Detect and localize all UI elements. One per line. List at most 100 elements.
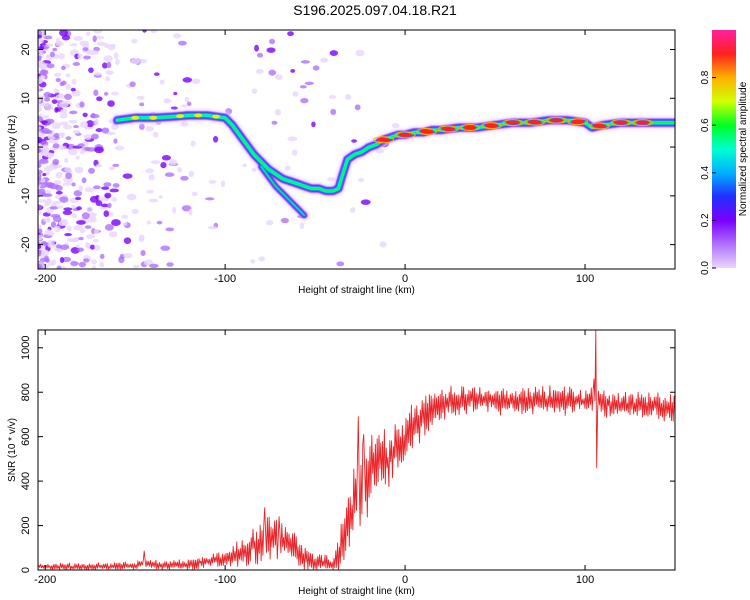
noise-speck bbox=[38, 249, 42, 257]
noise-speck bbox=[71, 78, 77, 85]
noise-speck bbox=[152, 131, 159, 138]
noise-speck bbox=[290, 69, 296, 73]
ridge-hot-spot bbox=[635, 120, 650, 125]
noise-speck bbox=[96, 96, 103, 102]
noise-speck bbox=[148, 198, 159, 203]
noise-speck bbox=[191, 191, 198, 197]
noise-speck bbox=[53, 72, 62, 77]
noise-speck bbox=[172, 33, 182, 39]
noise-speck bbox=[118, 256, 125, 264]
noise-speck bbox=[38, 45, 45, 50]
noise-speck bbox=[38, 244, 42, 250]
noise-speck bbox=[188, 209, 193, 216]
snr-xtick-label: 100 bbox=[576, 574, 594, 586]
noise-speck bbox=[148, 174, 155, 181]
noise-speck bbox=[38, 234, 43, 241]
noise-speck bbox=[51, 122, 61, 129]
noise-speck bbox=[78, 236, 84, 241]
noise-speck bbox=[93, 89, 99, 96]
noise-speck bbox=[41, 249, 46, 257]
noise-speck bbox=[93, 228, 100, 235]
ridge-hot-halo bbox=[524, 118, 546, 126]
spectrogram-ytick-label: 20 bbox=[20, 43, 32, 55]
noise-speck bbox=[55, 41, 64, 46]
noise-speck bbox=[92, 238, 100, 243]
noise-speck bbox=[69, 110, 78, 115]
noise-speck bbox=[164, 172, 175, 177]
noise-speck bbox=[38, 136, 43, 144]
noise-speck bbox=[104, 192, 112, 199]
noise-speck bbox=[85, 234, 96, 239]
noise-speck bbox=[91, 133, 99, 140]
noise-speck bbox=[46, 63, 55, 69]
noise-speck bbox=[79, 101, 85, 108]
noise-speck bbox=[181, 205, 192, 212]
noise-speck bbox=[159, 79, 165, 85]
noise-speck bbox=[71, 182, 76, 187]
noise-speck bbox=[53, 133, 60, 138]
noise-speck bbox=[79, 150, 85, 155]
noise-speck bbox=[50, 221, 57, 228]
noise-speck bbox=[103, 91, 109, 96]
noise-speck bbox=[140, 250, 146, 256]
noise-speck bbox=[38, 75, 46, 80]
noise-speck bbox=[38, 210, 42, 216]
noise-speck bbox=[52, 47, 58, 52]
spectrogram-xtick-label: 0 bbox=[402, 273, 408, 285]
noise-speck bbox=[255, 68, 264, 74]
noise-speck bbox=[121, 214, 129, 219]
noise-speck bbox=[108, 166, 116, 171]
noise-speck bbox=[74, 166, 84, 174]
noise-speck bbox=[95, 35, 105, 40]
noise-speck bbox=[38, 85, 41, 91]
noise-speck bbox=[78, 185, 83, 192]
noise-speck bbox=[163, 98, 172, 104]
noise-speck bbox=[184, 96, 189, 103]
noise-speck bbox=[168, 159, 178, 166]
spectrogram-frame bbox=[37, 29, 676, 270]
noise-speck bbox=[38, 126, 42, 130]
noise-speck bbox=[77, 247, 84, 252]
noise-speck bbox=[113, 52, 119, 60]
noise-speck bbox=[53, 180, 62, 185]
noise-speck bbox=[45, 228, 52, 236]
noise-speck bbox=[86, 206, 94, 213]
spectrogram-xtick-label: -100 bbox=[214, 273, 236, 285]
noise-speck bbox=[45, 43, 53, 48]
noise-speck bbox=[38, 228, 43, 234]
noise-speck bbox=[106, 61, 112, 69]
noise-speck bbox=[59, 257, 65, 263]
noise-speck bbox=[268, 69, 277, 76]
spectrogram-ytick-label: 10 bbox=[20, 92, 32, 104]
noise-speck bbox=[111, 219, 121, 227]
noise-speck bbox=[79, 121, 89, 128]
noise-speck bbox=[49, 206, 59, 210]
noise-speck bbox=[138, 234, 145, 240]
noise-speck bbox=[156, 220, 163, 225]
noise-speck bbox=[101, 203, 109, 208]
noise-speck bbox=[131, 209, 139, 214]
snr-ylabel: SNR (10 * v/v) bbox=[7, 418, 18, 482]
noise-speck bbox=[44, 96, 51, 102]
noise-speck bbox=[328, 95, 337, 99]
noise-speck bbox=[64, 157, 69, 164]
noise-speck bbox=[84, 146, 91, 151]
noise-speck bbox=[65, 73, 71, 78]
ridge-warm-spot bbox=[149, 115, 158, 120]
noise-speck bbox=[71, 205, 76, 209]
noise-speck bbox=[86, 120, 94, 128]
noise-speck bbox=[287, 136, 298, 142]
noise-speck bbox=[129, 81, 136, 88]
noise-speck bbox=[64, 233, 72, 237]
noise-speck bbox=[78, 261, 87, 268]
noise-speck bbox=[49, 51, 55, 58]
noise-speck bbox=[59, 121, 69, 126]
noise-speck bbox=[76, 206, 82, 211]
noise-speck bbox=[284, 165, 291, 171]
ridge-hot-spot bbox=[484, 123, 499, 128]
noise-speck bbox=[208, 179, 217, 184]
noise-speck bbox=[94, 118, 99, 126]
noise-speck bbox=[50, 259, 57, 266]
noise-speck bbox=[274, 109, 282, 116]
